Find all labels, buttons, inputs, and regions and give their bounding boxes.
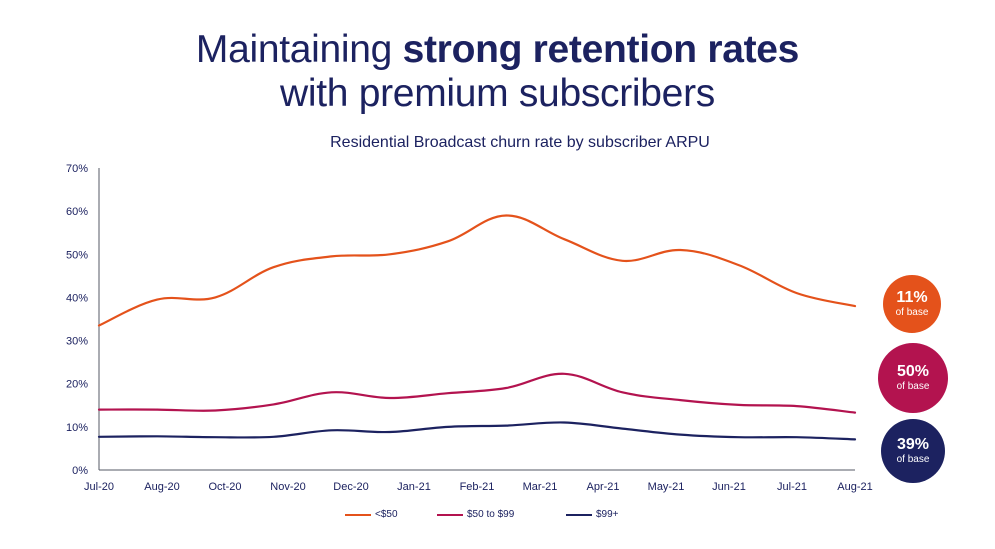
badge-label: of base — [896, 381, 930, 392]
series-line-1 — [97, 372, 857, 414]
legend-item-50-to-99: $50 to $99 — [437, 509, 514, 520]
legend-label: $50 to $99 — [467, 509, 515, 520]
title-line2: with premium subscribers — [280, 72, 715, 115]
x-tick-label: Jun-21 — [712, 481, 746, 493]
legend-swatch — [566, 513, 592, 516]
series-line-2 — [97, 421, 857, 441]
badge-99-plus: 39% of base — [881, 419, 945, 483]
y-tick-label: 0% — [72, 465, 88, 477]
badge-pct: 39% — [896, 436, 930, 453]
legend-swatch — [437, 513, 463, 516]
page-title: Maintaining strong retention rates with … — [0, 28, 995, 116]
legend-item-under-50: <$50 — [345, 509, 398, 520]
series-line-0 — [97, 214, 857, 327]
x-tick-label: Dec-20 — [333, 481, 368, 493]
x-tick-label: Aug-21 — [837, 481, 872, 493]
badge-label: of base — [896, 454, 930, 465]
chart-subtitle: Residential Broadcast churn rate by subs… — [330, 134, 710, 151]
badge-pct: 50% — [896, 363, 930, 380]
x-tick-label: Feb-21 — [460, 481, 495, 493]
x-tick-label: Jan-21 — [397, 481, 431, 493]
y-tick-label: 10% — [66, 422, 88, 434]
x-tick-label: Nov-20 — [270, 481, 305, 493]
x-tick-label: Jul-20 — [84, 481, 114, 493]
y-tick-label: 50% — [66, 249, 88, 261]
y-tick-label: 20% — [66, 379, 88, 391]
legend-swatch — [345, 513, 371, 516]
y-tick-label: 60% — [66, 206, 88, 218]
x-tick-label: Mar-21 — [523, 481, 558, 493]
y-tick-label: 30% — [66, 336, 88, 348]
x-tick-label: Oct-20 — [208, 481, 241, 493]
x-tick-label: Apr-21 — [586, 481, 619, 493]
badge-50-to-99: 50% of base — [878, 343, 948, 413]
y-tick-label: 70% — [66, 163, 88, 175]
chart-legend: <$50 $50 to $99 $99+ — [0, 509, 995, 525]
title-bold: strong retention rates — [402, 28, 800, 71]
badge-under-50: 11% of base — [883, 275, 941, 333]
x-tick-label: Jul-21 — [777, 481, 807, 493]
title-regular: Maintaining — [195, 28, 403, 71]
legend-item-99-plus: $99+ — [566, 509, 619, 520]
legend-label: $99+ — [596, 509, 619, 520]
badge-pct: 11% — [896, 289, 928, 306]
y-tick-label: 40% — [66, 292, 88, 304]
x-tick-label: Aug-20 — [144, 481, 179, 493]
x-tick-label: May-21 — [648, 481, 685, 493]
legend-label: <$50 — [375, 509, 398, 520]
badge-label: of base — [895, 307, 929, 318]
